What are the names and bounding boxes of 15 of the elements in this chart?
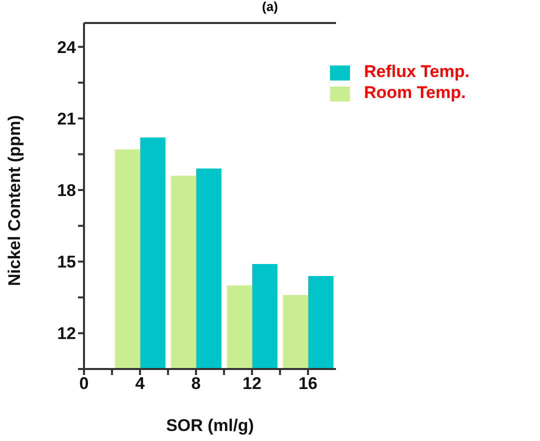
- x-tick-label: 4: [135, 374, 146, 394]
- legend-label: Room Temp.: [364, 82, 466, 102]
- chart-title: (a): [261, 0, 279, 14]
- x-axis-title: SOR (ml/g): [166, 416, 254, 435]
- y-axis-title: Nickel Content (ppm): [5, 115, 24, 286]
- y-tick-label: 12: [57, 324, 76, 344]
- x-tick-label: 16: [298, 374, 318, 394]
- y-tick-label: 18: [57, 181, 76, 200]
- x-tick-label: 12: [242, 374, 262, 394]
- x-tick-label: 8: [191, 374, 201, 394]
- y-tick-label: 24: [57, 38, 77, 57]
- x-tick-label: 0: [79, 374, 89, 394]
- legend-label: Reflux Temp.: [364, 62, 470, 81]
- y-tick-label: 21: [57, 109, 76, 128]
- y-tick-label: 15: [57, 252, 76, 272]
